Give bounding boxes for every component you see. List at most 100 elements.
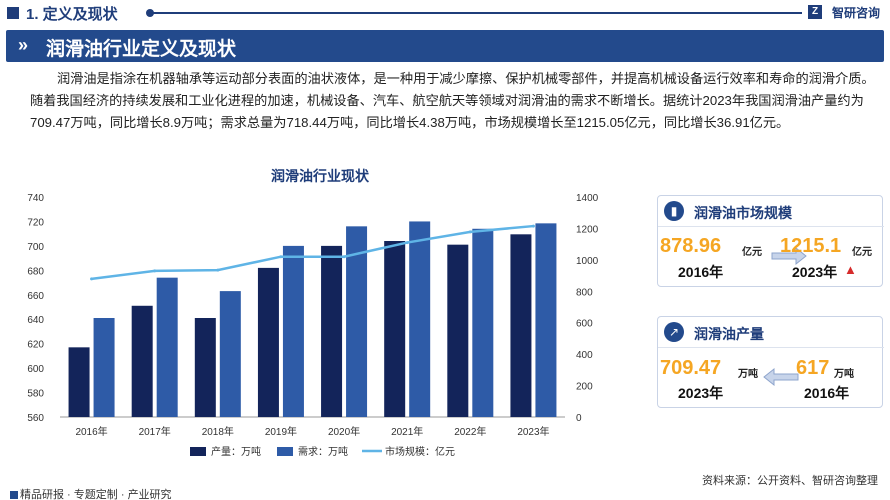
square-bullet-icon (10, 491, 18, 500)
bar-demand (156, 277, 178, 417)
market-size-point (279, 255, 283, 259)
double-chevron-icon: » (18, 35, 29, 55)
bar-production (194, 318, 216, 417)
y-left-tick-label: 700 (27, 242, 44, 253)
bar-demand (282, 245, 304, 417)
legend-label: 市场规模：亿元 (385, 445, 455, 458)
bar-demand (93, 318, 115, 417)
market-size-point (405, 241, 409, 245)
card-title: 润滑油市场规模 (694, 205, 792, 221)
bar-demand (346, 226, 368, 417)
y-right-tick-label: 0 (576, 413, 582, 424)
top-bar: 1. 定义及现状 Z 智研咨询 (0, 0, 890, 26)
y-left-tick-label: 560 (27, 413, 44, 424)
brand-name: 智研咨询 (831, 6, 880, 20)
bar-chart-icon: ▮ (664, 201, 684, 221)
x-tick-label: 2018年 (202, 425, 234, 438)
header-rule (150, 12, 802, 14)
card-title: 润滑油产量 (694, 326, 764, 342)
combo-chart: 560 580 600 620 640 660 680 700 720 740 0 200 400 600… (27, 193, 599, 458)
brand-logo-icon: Z (808, 5, 822, 19)
intro-paragraph: 润滑油是指涂在机器轴承等运动部分表面的油状液体，是一种用于减少摩擦、保护机械零部… (30, 71, 875, 130)
y-left-tick-label: 580 (27, 389, 44, 400)
card-header: ▮ 润滑油市场规模 (658, 196, 884, 226)
x-tick-label: 2016年 (75, 425, 107, 438)
x-tick-label: 2017年 (139, 425, 171, 438)
y-right-tick-label: 1400 (576, 193, 599, 204)
market-left-year: 2016年 (678, 264, 724, 280)
market-right-year: 2023年 (792, 264, 838, 280)
bar-demand (472, 228, 494, 417)
footer-tag: 专题定制 (73, 489, 118, 500)
market-size-point (216, 268, 220, 272)
x-tick-label: 2020年 (328, 425, 360, 438)
legend-label: 产量：万吨 (211, 445, 261, 458)
bar-production (321, 245, 343, 417)
y-right-tick-label: 400 (576, 350, 593, 361)
legend-swatch (190, 447, 206, 456)
y-left-tick-label: 660 (27, 291, 44, 302)
y-right-tick-label: 1200 (576, 224, 599, 235)
y-right-tick-label: 600 (576, 319, 593, 330)
card-header: ↗ 润滑油产量 (658, 317, 884, 347)
footer-tag: 精品研报 (20, 489, 64, 500)
bar-production (447, 244, 469, 417)
footer-tag: 产业研究 (127, 489, 172, 500)
section-square-icon (7, 7, 19, 19)
y-left-tick-label: 600 (27, 364, 44, 375)
market-size-point (468, 230, 472, 234)
x-tick-label: 2023年 (517, 425, 549, 438)
bar-production (68, 347, 90, 417)
bar-demand (409, 221, 431, 417)
production-right-value: 617 (796, 357, 830, 379)
production-right-year: 2016年 (804, 385, 850, 401)
card-divider (658, 347, 884, 348)
market-left-unit: 亿元 (742, 247, 762, 258)
production-right-unit: 万吨 (834, 369, 854, 380)
bar-production (384, 241, 406, 417)
arrow-left-icon (763, 367, 799, 387)
y-left-tick-label: 720 (27, 217, 44, 228)
y-right-tick-label: 800 (576, 287, 593, 298)
chart-title: 润滑油行业现状 (271, 168, 369, 184)
x-tick-label: 2021年 (391, 425, 423, 438)
up-arrow-icon: ▲ (844, 262, 857, 277)
card-divider (658, 226, 884, 227)
footer-bar: 精品研报 · 专题定制 · 产业研究 (0, 486, 890, 500)
market-right-value: 1215.1 (780, 235, 842, 257)
production-left-year: 2023年 (678, 385, 724, 401)
market-right-unit: 亿元 (852, 247, 872, 258)
production-left-unit: 万吨 (738, 369, 758, 380)
market-size-point (153, 269, 157, 273)
title-banner: » 润滑油行业定义及现状 (6, 30, 884, 62)
y-left-tick-label: 680 (27, 266, 44, 277)
bar-production (131, 305, 153, 417)
market-size-card: ▮ 润滑油市场规模 878.96 亿元 2016年 1215.1 亿元 2023… (657, 195, 884, 287)
line-chart-icon: ↗ (664, 322, 684, 342)
footer-tags: 精品研报 · 专题定制 · 产业研究 (10, 486, 172, 500)
y-left-tick-label: 740 (27, 193, 44, 204)
y-left-tick-label: 640 (27, 315, 44, 326)
market-size-point (90, 277, 94, 281)
y-right-tick-label: 1000 (576, 256, 599, 267)
y-right-tick-label: 200 (576, 382, 593, 393)
production-card: ↗ 润滑油产量 709.47 万吨 2023年 617 万吨 2016年 (657, 316, 884, 408)
data-source: 资料来源：公开资料、智研咨询整理 (702, 475, 878, 487)
market-size-line (91, 224, 534, 281)
bar-production (510, 234, 532, 417)
production-left-value: 709.47 (660, 357, 722, 379)
legend-label: 需求：万吨 (298, 445, 348, 458)
bar-production (257, 267, 279, 417)
banner-title: 润滑油行业定义及现状 (46, 39, 237, 60)
legend-swatch (277, 447, 293, 456)
bar-demand (219, 291, 241, 417)
x-tick-label: 2019年 (265, 425, 297, 438)
x-tick-label: 2022年 (454, 425, 486, 438)
y-left-tick-label: 620 (27, 340, 44, 351)
market-left-value: 878.96 (660, 235, 722, 257)
bar-demand (535, 223, 557, 417)
section-title: 1. 定义及现状 (26, 6, 118, 23)
market-size-point (342, 255, 346, 259)
market-size-point (531, 224, 535, 228)
arrow-right-icon (771, 246, 807, 266)
